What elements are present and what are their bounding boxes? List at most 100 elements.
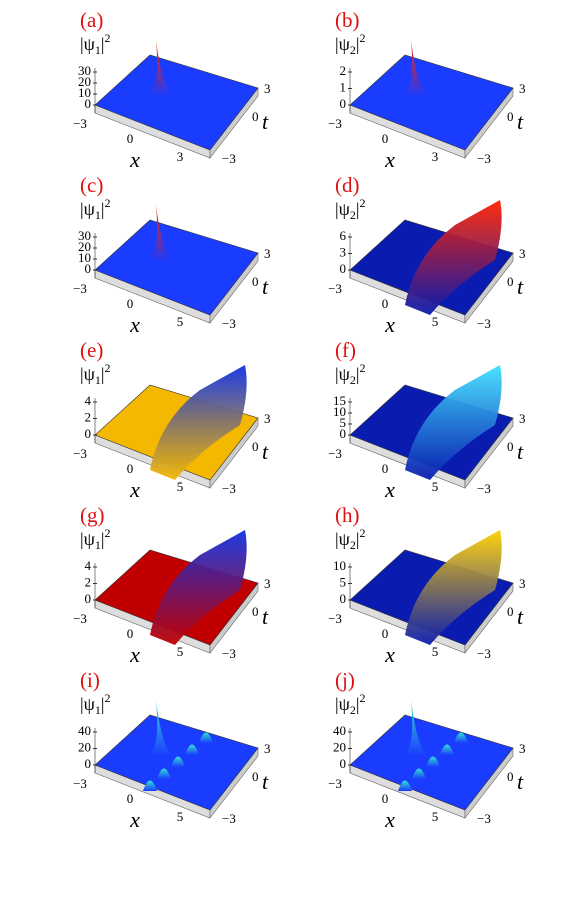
z-label-sub: 1 bbox=[95, 538, 101, 552]
x-axis-label: x bbox=[384, 807, 395, 832]
z-tick-label: 10 bbox=[78, 250, 91, 265]
x-tick-label: 0 bbox=[127, 626, 134, 641]
z-label-sup: 2 bbox=[359, 31, 365, 45]
surface-ridge bbox=[405, 530, 502, 645]
z-label-main: | bbox=[101, 34, 105, 54]
x-tick-label: 0 bbox=[127, 296, 134, 311]
z-label-sub: 2 bbox=[350, 208, 356, 222]
t-tick-label: −3 bbox=[222, 811, 236, 826]
surface-ridge bbox=[405, 200, 502, 315]
t-axis-label: t bbox=[517, 439, 524, 464]
x-tick-label: −3 bbox=[328, 776, 342, 791]
t-axis-label: t bbox=[262, 439, 269, 464]
surface-peak bbox=[171, 756, 185, 767]
z-tick-label: 2 bbox=[85, 409, 92, 424]
z-tick-label: 0 bbox=[85, 591, 92, 606]
z-label-sup: 2 bbox=[104, 31, 110, 45]
t-tick-label: 0 bbox=[507, 274, 514, 289]
surface-peak bbox=[150, 40, 172, 96]
surface-peak bbox=[157, 768, 171, 779]
t-axis-label: t bbox=[517, 604, 524, 629]
z-label-main: |ψ bbox=[335, 694, 351, 714]
t-tick-label: −3 bbox=[222, 151, 236, 166]
t-tick-label: −3 bbox=[477, 811, 491, 826]
x-tick-label: −3 bbox=[73, 281, 87, 296]
z-label: |ψ1|2 bbox=[80, 526, 110, 552]
z-label-main: | bbox=[101, 694, 105, 714]
t-tick-label: 0 bbox=[507, 604, 514, 619]
x-tick-label: 3 bbox=[432, 149, 439, 164]
x-tick-label: 0 bbox=[127, 791, 134, 806]
t-tick-label: 0 bbox=[507, 769, 514, 784]
z-label-sub: 2 bbox=[350, 43, 356, 57]
panel-label: (b) bbox=[335, 8, 360, 32]
z-tick-label: 1 bbox=[340, 79, 347, 94]
x-tick-label: −3 bbox=[328, 281, 342, 296]
z-tick-label: 40 bbox=[333, 723, 346, 738]
t-tick-label: 0 bbox=[252, 769, 259, 784]
z-label-sub: 1 bbox=[95, 373, 101, 387]
z-tick-label: 40 bbox=[78, 723, 91, 738]
z-tick-label: 10 bbox=[333, 558, 346, 573]
z-label-sup: 2 bbox=[359, 526, 365, 540]
t-tick-label: 0 bbox=[507, 439, 514, 454]
x-axis-label: x bbox=[384, 312, 395, 337]
panel-label: (c) bbox=[80, 173, 103, 197]
z-label-main: | bbox=[356, 694, 360, 714]
z-label-sub: 2 bbox=[350, 373, 356, 387]
z-tick-label: 10 bbox=[333, 404, 346, 419]
z-tick-label: 0 bbox=[340, 96, 347, 111]
z-tick-label: 5 bbox=[340, 574, 347, 589]
z-label-sub: 1 bbox=[95, 703, 101, 717]
x-tick-label: −3 bbox=[73, 446, 87, 461]
surface-peak bbox=[405, 40, 427, 96]
z-label-sup: 2 bbox=[104, 196, 110, 210]
z-label-sup: 2 bbox=[359, 196, 365, 210]
z-tick-label: 6 bbox=[340, 228, 347, 243]
x-tick-label: −3 bbox=[328, 446, 342, 461]
surface-ridge bbox=[405, 365, 502, 480]
t-axis-label: t bbox=[262, 109, 269, 134]
x-tick-label: −3 bbox=[328, 116, 342, 131]
x-tick-label: 3 bbox=[177, 149, 184, 164]
t-tick-label: 0 bbox=[252, 604, 259, 619]
t-tick-label: 0 bbox=[507, 109, 514, 124]
panel-label: (a) bbox=[80, 8, 103, 32]
z-tick-label: 0 bbox=[85, 756, 92, 771]
panel-label: (f) bbox=[335, 338, 356, 362]
z-label-sub: 2 bbox=[350, 538, 356, 552]
z-label-main: | bbox=[356, 34, 360, 54]
surface-peak bbox=[412, 768, 426, 779]
z-tick-label: 20 bbox=[333, 739, 346, 754]
surface-ridge bbox=[150, 530, 247, 645]
x-axis-label: x bbox=[384, 147, 395, 172]
x-axis-label: x bbox=[129, 147, 140, 172]
z-tick-label: 10 bbox=[78, 85, 91, 100]
t-tick-label: 3 bbox=[264, 81, 271, 96]
x-tick-label: 0 bbox=[382, 626, 389, 641]
x-tick-label: 0 bbox=[127, 461, 134, 476]
z-tick-label: 20 bbox=[78, 239, 91, 254]
z-tick-label: 4 bbox=[85, 558, 92, 573]
z-tick-label: 0 bbox=[340, 756, 347, 771]
t-tick-label: 3 bbox=[264, 411, 271, 426]
x-tick-label: 5 bbox=[177, 314, 184, 329]
x-axis-label: x bbox=[129, 477, 140, 502]
z-tick-label: 0 bbox=[340, 426, 347, 441]
z-label-sup: 2 bbox=[359, 691, 365, 705]
x-tick-label: 5 bbox=[432, 644, 439, 659]
surface-ridge bbox=[150, 365, 247, 480]
x-tick-label: −3 bbox=[328, 611, 342, 626]
z-tick-label: 0 bbox=[340, 591, 347, 606]
z-label-main: | bbox=[101, 529, 105, 549]
surface bbox=[94, 219, 259, 316]
t-axis-label: t bbox=[517, 274, 524, 299]
z-label-sub: 1 bbox=[95, 208, 101, 222]
z-label-sub: 2 bbox=[350, 703, 356, 717]
z-tick-label: 3 bbox=[340, 244, 347, 259]
z-label-main: |ψ bbox=[80, 364, 96, 384]
